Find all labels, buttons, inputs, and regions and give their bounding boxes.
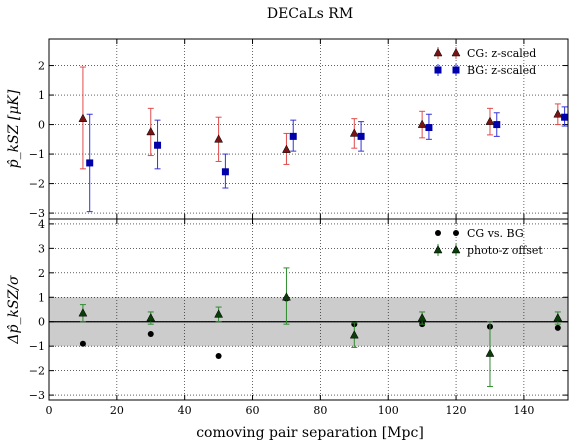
top-y-tick-label: −3: [29, 207, 45, 220]
top-y-tick-label: 1: [38, 89, 45, 102]
top-legend-1-marker: [452, 66, 460, 74]
top-series-1-point: [221, 168, 229, 176]
top-series-0-point: [553, 109, 563, 118]
bottom-y-tick-label: 2: [38, 267, 45, 280]
bottom-series-1-point: [485, 348, 495, 357]
x-tick-label: 0: [46, 404, 53, 417]
bottom-legend-1-label: photo-z offset: [467, 244, 543, 257]
top-series-1-point: [561, 113, 569, 121]
x-tick-label: 40: [178, 404, 192, 417]
top-series-1-point: [357, 132, 365, 140]
top-y-axis-label: p̂_kSZ [μK]: [6, 89, 22, 168]
bottom-legend-1-marker: [433, 244, 443, 254]
bottom-y-tick-label: 0: [38, 316, 45, 329]
bottom-legend-0-marker: [435, 230, 441, 236]
top-y-tick-label: −2: [29, 178, 45, 191]
top-series-0-point: [417, 119, 427, 128]
x-axis-label: comoving pair separation [Mpc]: [196, 425, 424, 441]
bottom-y-tick-label: −1: [29, 340, 45, 353]
bottom-legend-1-marker: [451, 244, 461, 254]
bottom-panel-frame: [48, 218, 569, 401]
top-series-1-point: [154, 141, 162, 149]
x-tick-label: 100: [378, 404, 399, 417]
top-series-1-point: [289, 132, 297, 140]
top-legend-0-marker: [433, 47, 443, 57]
bottom-series-0-point: [215, 352, 222, 359]
top-series-0-point: [282, 144, 291, 153]
top-series-1-point: [493, 121, 501, 129]
bottom-series-1-point: [78, 308, 88, 317]
bottom-series-1-point: [417, 313, 427, 322]
top-legend-0-label: CG: z-scaled: [467, 47, 536, 60]
x-tick-label: 140: [513, 404, 534, 417]
bottom-series-1-point: [282, 292, 291, 301]
top-legend-1-label: BG: z-scaled: [467, 64, 536, 77]
bottom-series-1-point: [214, 309, 224, 318]
bottom-series-0-point: [554, 324, 561, 331]
top-y-tick-label: 2: [38, 60, 45, 73]
top-legend-0-marker: [451, 47, 461, 57]
bottom-series-0-point: [79, 340, 86, 347]
top-series-0-point: [146, 126, 156, 136]
bottom-y-tick-label: 3: [38, 242, 45, 255]
bottom-y-axis-label: Δp̂_kSZ/σ: [6, 275, 22, 345]
bottom-legend-0-label: CG vs. BG: [467, 227, 524, 240]
bottom-series-0-point: [147, 330, 154, 337]
top-legend-1-marker: [434, 66, 442, 74]
x-tick-label: 120: [446, 404, 467, 417]
x-tick-label: 60: [246, 404, 260, 417]
bottom-series-1-point: [349, 330, 359, 339]
top-y-tick-label: 0: [38, 119, 45, 132]
x-tick-label: 20: [110, 404, 124, 417]
bottom-y-tick-label: −3: [29, 389, 45, 402]
x-tick-label: 80: [313, 404, 327, 417]
top-series-0-point: [78, 113, 88, 122]
bottom-legend-0-marker: [453, 230, 459, 236]
top-series-0-point: [485, 116, 495, 125]
bottom-y-tick-label: 4: [38, 218, 45, 231]
chart-title: DECaLs RM: [267, 6, 353, 22]
top-series-0-point: [349, 128, 359, 137]
top-series-0-point: [214, 134, 224, 143]
top-series-1-point: [425, 124, 433, 132]
top-y-tick-label: −1: [29, 148, 45, 161]
bottom-y-tick-label: −2: [29, 365, 45, 378]
bottom-series-1-point: [553, 313, 563, 322]
bottom-series-1-point: [146, 313, 156, 322]
bottom-y-tick-label: 1: [38, 291, 45, 304]
top-series-1-point: [86, 159, 94, 167]
